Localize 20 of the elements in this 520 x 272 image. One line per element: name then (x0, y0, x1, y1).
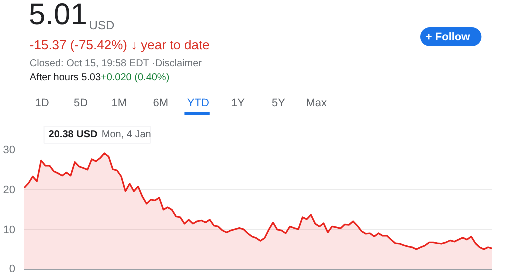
text: Mon, 4 Jan (102, 130, 152, 140)
text: 1D (35, 98, 50, 110)
y-tick-label: 30 (3, 144, 16, 156)
text: + Follow (426, 32, 471, 44)
y-tick-label: 20 (3, 184, 16, 196)
text: 20.38 USD (48, 130, 98, 140)
text: +0.020 (0.40%) (101, 72, 170, 84)
text: 1Y (232, 98, 246, 110)
text: Closed: Oct 15, 19:58 EDT ·Disclaimer (30, 58, 203, 70)
text: Max (306, 98, 328, 110)
text: 5Y (272, 98, 286, 110)
text: After hours 5.03 (30, 72, 102, 84)
text: 1M (112, 98, 128, 110)
text: -15.37 (-75.42%) ↓ year to date (30, 38, 210, 52)
y-tick-label: 10 (3, 224, 16, 236)
text: 5D (74, 98, 88, 110)
text: 6M (153, 98, 168, 110)
text: 5.01 (29, 0, 88, 32)
text: YTD (187, 98, 210, 110)
text: USD (89, 18, 115, 32)
